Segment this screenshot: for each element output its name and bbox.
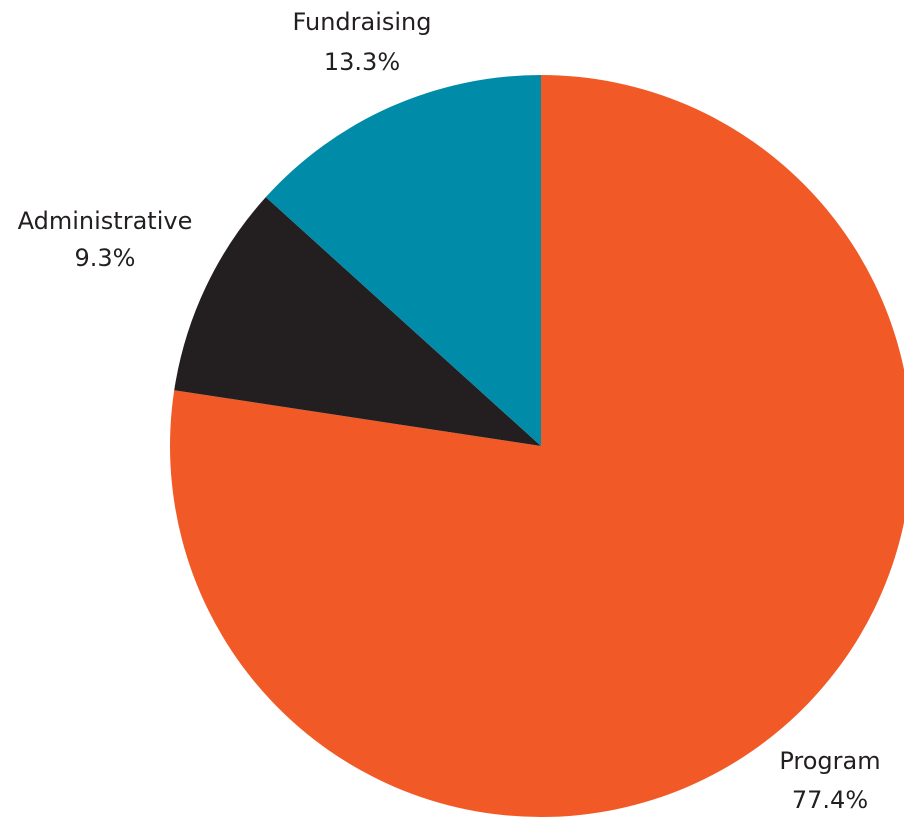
label-fundraising: Fundraising 13.3%: [292, 8, 431, 76]
fundraising-value: 13.3%: [324, 48, 400, 76]
slices-group: [170, 75, 904, 817]
fundraising-label: Fundraising: [292, 8, 431, 36]
label-program: Program 77.4%: [779, 747, 880, 814]
program-value: 77.4%: [792, 786, 868, 814]
label-administrative: Administrative 9.3%: [18, 207, 193, 272]
administrative-value: 9.3%: [75, 244, 136, 272]
administrative-label: Administrative: [18, 207, 193, 235]
slice-program: [170, 75, 904, 817]
slice-fundraising: [265, 75, 541, 446]
program-label: Program: [779, 747, 880, 775]
slice-administrative: [174, 197, 541, 446]
